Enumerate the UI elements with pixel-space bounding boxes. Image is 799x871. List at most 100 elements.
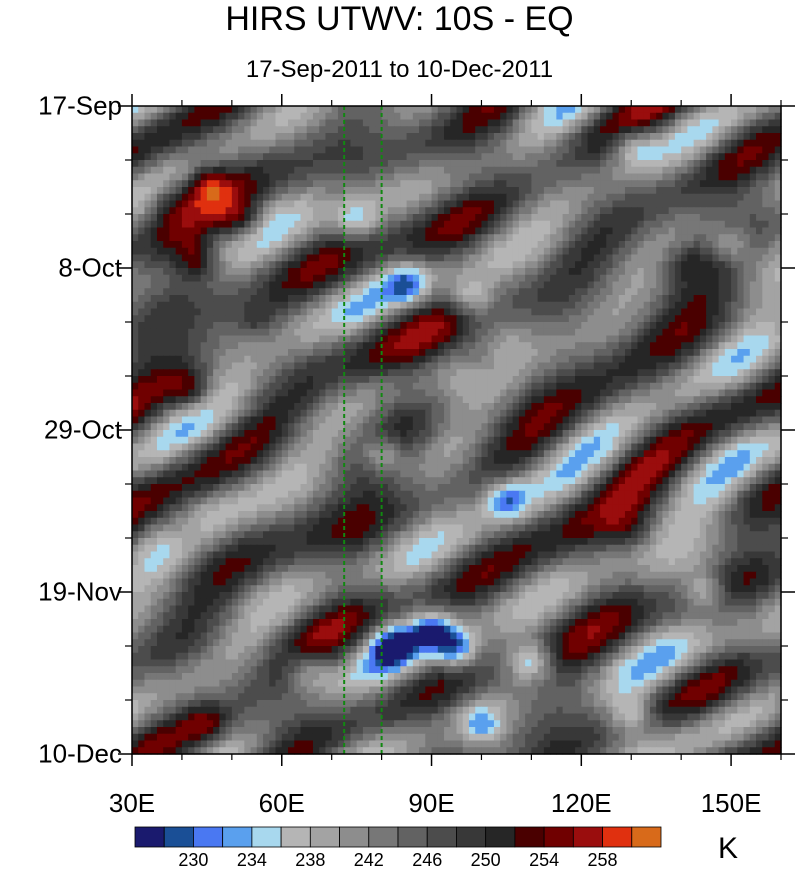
field-cell [681, 396, 688, 404]
field-cell [606, 268, 614, 276]
field-cell [437, 301, 445, 310]
field-cell [132, 328, 139, 337]
field-cell [468, 166, 476, 175]
field-cell [568, 106, 576, 114]
field-cell [387, 160, 395, 168]
field-cell [743, 214, 751, 222]
field-cell [656, 376, 664, 384]
field-cell [618, 382, 626, 391]
field-cell [662, 335, 670, 343]
field-cell [175, 355, 183, 364]
field-cell [250, 106, 258, 114]
field-cell [718, 268, 726, 276]
field-cell [294, 166, 302, 175]
field-cell [132, 396, 139, 404]
field-cell [587, 301, 595, 310]
field-cell [250, 409, 258, 418]
field-cell [144, 396, 152, 404]
field-cell [543, 220, 551, 229]
field-cell [206, 173, 214, 181]
field-cell [456, 274, 464, 283]
field-cell [288, 288, 295, 296]
field-cell [500, 335, 508, 343]
field-cell [506, 342, 514, 350]
field-cell [500, 301, 508, 310]
field-cell [543, 126, 551, 134]
field-cell [238, 220, 245, 229]
field-cell [156, 369, 164, 377]
field-cell [468, 227, 476, 235]
field-cell [475, 214, 483, 222]
temperature-field [132, 106, 782, 755]
field-cell [662, 254, 670, 262]
field-cell [325, 119, 333, 127]
field-cell [275, 328, 283, 337]
field-cell [500, 315, 508, 323]
field-cell [281, 160, 289, 168]
field-cell [269, 139, 277, 148]
field-cell [706, 126, 713, 134]
field-cell [175, 133, 183, 141]
field-cell [206, 180, 214, 188]
field-cell [213, 349, 220, 357]
field-cell [325, 173, 333, 181]
field-cell [281, 322, 289, 330]
field-cell [406, 133, 414, 141]
field-cell [288, 295, 295, 303]
field-cell [531, 214, 539, 222]
field-cell [662, 342, 670, 350]
field-cell [163, 187, 171, 195]
field-cell [325, 274, 333, 283]
field-cell [506, 382, 514, 391]
field-cell [506, 396, 514, 404]
field-cell [681, 389, 688, 397]
field-cell [475, 268, 483, 276]
field-cell [369, 180, 376, 188]
field-cell [444, 180, 451, 188]
field-cell [631, 382, 639, 391]
field-cell [593, 328, 601, 337]
field-cell [300, 369, 308, 377]
field-cell [637, 362, 645, 370]
field-cell [406, 382, 414, 391]
field-cell [656, 153, 664, 161]
field-cell [419, 227, 426, 235]
field-cell [468, 187, 476, 195]
field-cell [600, 281, 607, 289]
field-cell [500, 389, 508, 397]
field-cell [219, 160, 227, 168]
field-cell [263, 416, 270, 424]
field-cell [575, 315, 582, 323]
field-cell [150, 423, 158, 431]
field-cell [412, 328, 420, 337]
field-cell [618, 234, 626, 242]
field-cell [506, 281, 514, 289]
field-cell [731, 112, 738, 121]
field-cell [568, 227, 576, 235]
field-cell [475, 254, 483, 262]
field-cell [244, 268, 252, 276]
field-cell [581, 106, 589, 114]
field-cell [306, 301, 314, 310]
field-cell [506, 119, 514, 127]
field-cell [369, 166, 376, 175]
field-cell [587, 166, 595, 175]
field-cell [263, 106, 270, 114]
field-cell [706, 133, 713, 141]
field-cell [362, 207, 370, 215]
field-cell [624, 308, 632, 316]
field-cell [163, 119, 171, 127]
field-cell [643, 234, 651, 242]
field-cell [712, 112, 720, 121]
field-cell [581, 146, 589, 154]
field-cell [487, 220, 495, 229]
field-cell [718, 295, 726, 303]
field-cell [225, 376, 233, 384]
field-cell [581, 288, 589, 296]
field-cell [138, 139, 146, 148]
field-cell [462, 173, 470, 181]
field-cell [319, 342, 327, 350]
field-cell [687, 146, 695, 154]
field-cell [774, 180, 782, 188]
field-cell [306, 220, 314, 229]
